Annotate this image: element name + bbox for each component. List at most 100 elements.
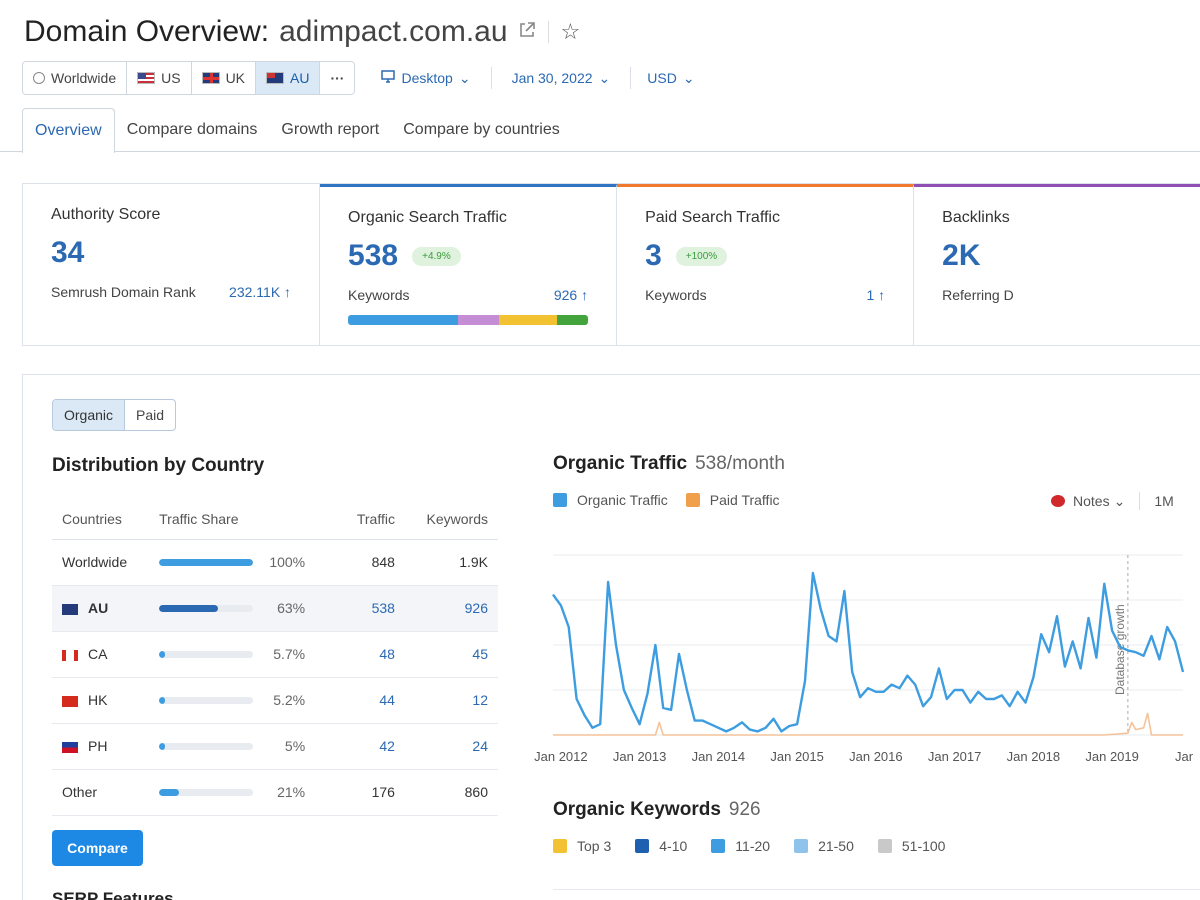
share-bar-fill [159,650,165,658]
db-more-button[interactable]: ··· [320,62,355,94]
period-button[interactable]: 1M [1154,493,1174,509]
legend-label: Top 3 [577,838,612,854]
backlinks-card[interactable]: Backlinks 2K Referring D [914,184,1200,345]
external-link-icon[interactable] [518,21,536,44]
paid-keywords-value[interactable]: 1 ↑ [866,287,886,303]
keywords-count: 926 [728,799,761,820]
kpi-label: Organic Search Traffic [348,209,507,226]
serp-features-title: SERP Features [52,889,174,900]
share-percent: 100% [269,554,306,570]
table-row[interactable]: PH 5% 42 24 [52,723,498,770]
legend-label: 11-20 [735,838,771,854]
x-tick-label: Jan 2018 [1007,749,1061,764]
tab-compare-domains[interactable]: Compare domains [126,121,258,138]
legend-label: Paid Traffic [709,492,780,508]
chevron-down-icon: ⌄ [598,69,611,86]
table-row[interactable]: AU 63% 538 926 [52,585,498,632]
traffic-value[interactable]: 48 [338,631,405,678]
currency-dropdown[interactable]: USD ⌄ [647,70,694,87]
overview-panel: Organic Paid Distribution by Country Cou… [22,374,1200,900]
organic-traffic-value[interactable]: 538 [348,239,399,272]
compare-button[interactable]: Compare [52,830,143,866]
paid-traffic-value[interactable]: 3 [645,239,662,272]
traffic-share-cell: 5.7% [149,631,339,678]
organic-toggle-button[interactable]: Organic [53,400,126,430]
currency-label: USD [647,70,677,86]
db-uk-button[interactable]: UK [191,62,257,94]
notes-dropdown[interactable]: Notes ⌄ 1M [1051,492,1174,510]
uk-flag-icon [201,72,220,84]
annotation-label: Database growth [1113,604,1127,695]
traffic-value[interactable]: 538 [338,585,405,632]
kpi-value: 2K [942,239,1183,273]
domain-rank-value[interactable]: 232.11K ↑ [229,284,292,300]
share-percent: 21% [277,784,306,800]
table-row[interactable]: Other 21% 176 860 [52,769,498,816]
organic-keywords-value[interactable]: 926 ↑ [553,287,589,303]
organic-traffic-card[interactable]: Organic Search Traffic 538 +4.9% Keyword… [320,184,618,345]
au-flag-icon [62,603,78,615]
chart-subtitle: 538/month [695,453,785,474]
traffic-value[interactable]: 42 [338,723,405,770]
tab-compare-by-countries[interactable]: Compare by countries [403,121,560,138]
organic-keywords-title: Organic Keywords 926 [553,799,761,821]
db-worldwide-button[interactable]: Worldwide [23,62,128,94]
legend-label: 21-50 [818,838,854,854]
db-label: AU [290,70,310,86]
authority-score-card[interactable]: Authority Score 34 Semrush Domain Rank 2… [23,184,321,345]
keyword-bar-segment [348,315,459,325]
hk-flag-icon [62,695,78,707]
kpi-sub-label: Referring D [942,287,1014,303]
column-header: Keywords [404,499,498,540]
db-label: UK [225,70,246,86]
keyword-bar-segment [458,315,500,325]
db-au-button[interactable]: AU [256,62,321,94]
device-dropdown[interactable]: Desktop ⌄ [381,70,471,87]
db-us-button[interactable]: US [127,62,192,94]
domain-name[interactable]: adimpact.com.au [279,15,508,48]
country-name: AU [88,600,109,616]
kpi-value: 538 +4.9% [348,239,588,273]
country-name: Worldwide [62,554,128,570]
filter-bar: Worldwide US UK AU ··· Desktop ⌄ Jan 30,… [22,61,695,95]
position-checkbox[interactable] [794,839,809,853]
x-tick-label: Jan 2019 [1085,749,1139,764]
x-tick-label: Jan 2013 [613,749,667,764]
tab-overview[interactable]: Overview [22,108,115,153]
star-icon[interactable]: ☆ [560,19,581,44]
keywords-value[interactable]: 12 [404,677,498,724]
table-row[interactable]: Worldwide 100% 848 1.9K [52,539,498,586]
kpi-sub-label: Keywords [645,287,707,303]
share-bar-fill [159,604,219,612]
paid-traffic-card[interactable]: Paid Search Traffic 3 +100% Keywords 1 ↑ [617,184,915,345]
kpi-label: Backlinks [942,209,1010,226]
table-row[interactable]: CA 5.7% 48 45 [52,631,498,678]
organic-traffic-checkbox[interactable] [553,493,567,507]
position-checkbox[interactable] [877,839,892,853]
organic-traffic-chart[interactable]: Database growth Jan 2012 Jan 2013 Jan 2014 J… [533,545,1193,775]
ca-flag-icon [62,649,78,661]
backlinks-value[interactable]: 2K [942,239,981,272]
table-row[interactable]: HK 5.2% 44 12 [52,677,498,724]
db-label: US [161,70,181,86]
position-checkbox[interactable] [553,839,567,853]
authority-score-value[interactable]: 34 [51,236,85,269]
paid-traffic-checkbox[interactable] [685,493,700,507]
organic-traffic-line [552,571,1185,733]
keywords-value[interactable]: 45 [404,631,498,678]
traffic-value[interactable]: 44 [338,677,405,724]
country-cell: AU [52,585,150,632]
position-checkbox[interactable] [711,839,726,853]
position-checkbox[interactable] [635,839,650,853]
keywords-value[interactable]: 24 [404,723,498,770]
date-dropdown[interactable]: Jan 30, 2022 ⌄ [512,70,611,87]
x-tick-label: Jan 2016 [849,749,903,764]
tab-growth-report[interactable]: Growth report [281,121,380,138]
share-bar-fill [159,696,165,704]
country-cell: PH [52,723,150,770]
keywords-value[interactable]: 926 [404,585,498,632]
filter-divider [630,67,632,89]
paid-toggle-button[interactable]: Paid [136,407,165,423]
legend-label: 51-100 [901,838,946,854]
country-name: PH [88,738,108,754]
